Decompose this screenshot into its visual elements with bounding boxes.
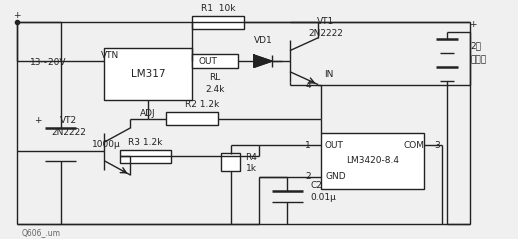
Text: 2N2222: 2N2222	[309, 28, 343, 38]
Text: +: +	[34, 116, 41, 125]
FancyBboxPatch shape	[166, 112, 218, 125]
Text: 2节: 2节	[470, 41, 481, 50]
Text: 0.01μ: 0.01μ	[310, 193, 336, 202]
Text: 2N2222: 2N2222	[51, 128, 86, 137]
Text: 2: 2	[305, 172, 311, 181]
Text: OUT: OUT	[324, 141, 343, 150]
Text: 3: 3	[434, 141, 440, 150]
Text: 13~20V: 13~20V	[30, 58, 66, 67]
Text: R3 1.2k: R3 1.2k	[128, 138, 163, 147]
Text: OUT: OUT	[198, 57, 217, 66]
Text: IN: IN	[324, 70, 333, 79]
Text: +: +	[13, 11, 21, 20]
Text: 1k: 1k	[246, 164, 257, 173]
Text: R1  10k: R1 10k	[200, 4, 235, 13]
Text: VT1: VT1	[318, 17, 335, 26]
Text: 2.4k: 2.4k	[206, 85, 225, 94]
Text: LM317: LM317	[131, 69, 165, 79]
Text: +: +	[469, 20, 477, 29]
FancyBboxPatch shape	[105, 48, 192, 100]
Text: COM: COM	[403, 141, 424, 150]
Text: R2 1.2k: R2 1.2k	[185, 100, 220, 109]
Text: 4: 4	[305, 81, 311, 90]
Text: RL: RL	[210, 73, 221, 82]
Text: 1000μ: 1000μ	[92, 140, 120, 149]
FancyBboxPatch shape	[120, 150, 171, 163]
Text: ADJ: ADJ	[140, 109, 156, 119]
FancyBboxPatch shape	[221, 153, 240, 171]
Text: 1: 1	[305, 141, 311, 150]
Polygon shape	[254, 55, 272, 67]
Text: VTN: VTN	[100, 51, 119, 60]
Text: VD1: VD1	[253, 36, 272, 45]
Text: VT2: VT2	[60, 116, 77, 125]
Text: 锂电池: 锂电池	[470, 55, 486, 65]
Text: GND: GND	[326, 172, 347, 181]
Text: R4: R4	[246, 153, 257, 163]
FancyBboxPatch shape	[192, 16, 243, 29]
Text: C2: C2	[310, 181, 322, 190]
FancyBboxPatch shape	[192, 54, 238, 68]
FancyBboxPatch shape	[321, 133, 424, 189]
Text: Q606_.um: Q606_.um	[22, 228, 61, 237]
Text: LM3420-8.4: LM3420-8.4	[346, 156, 399, 165]
